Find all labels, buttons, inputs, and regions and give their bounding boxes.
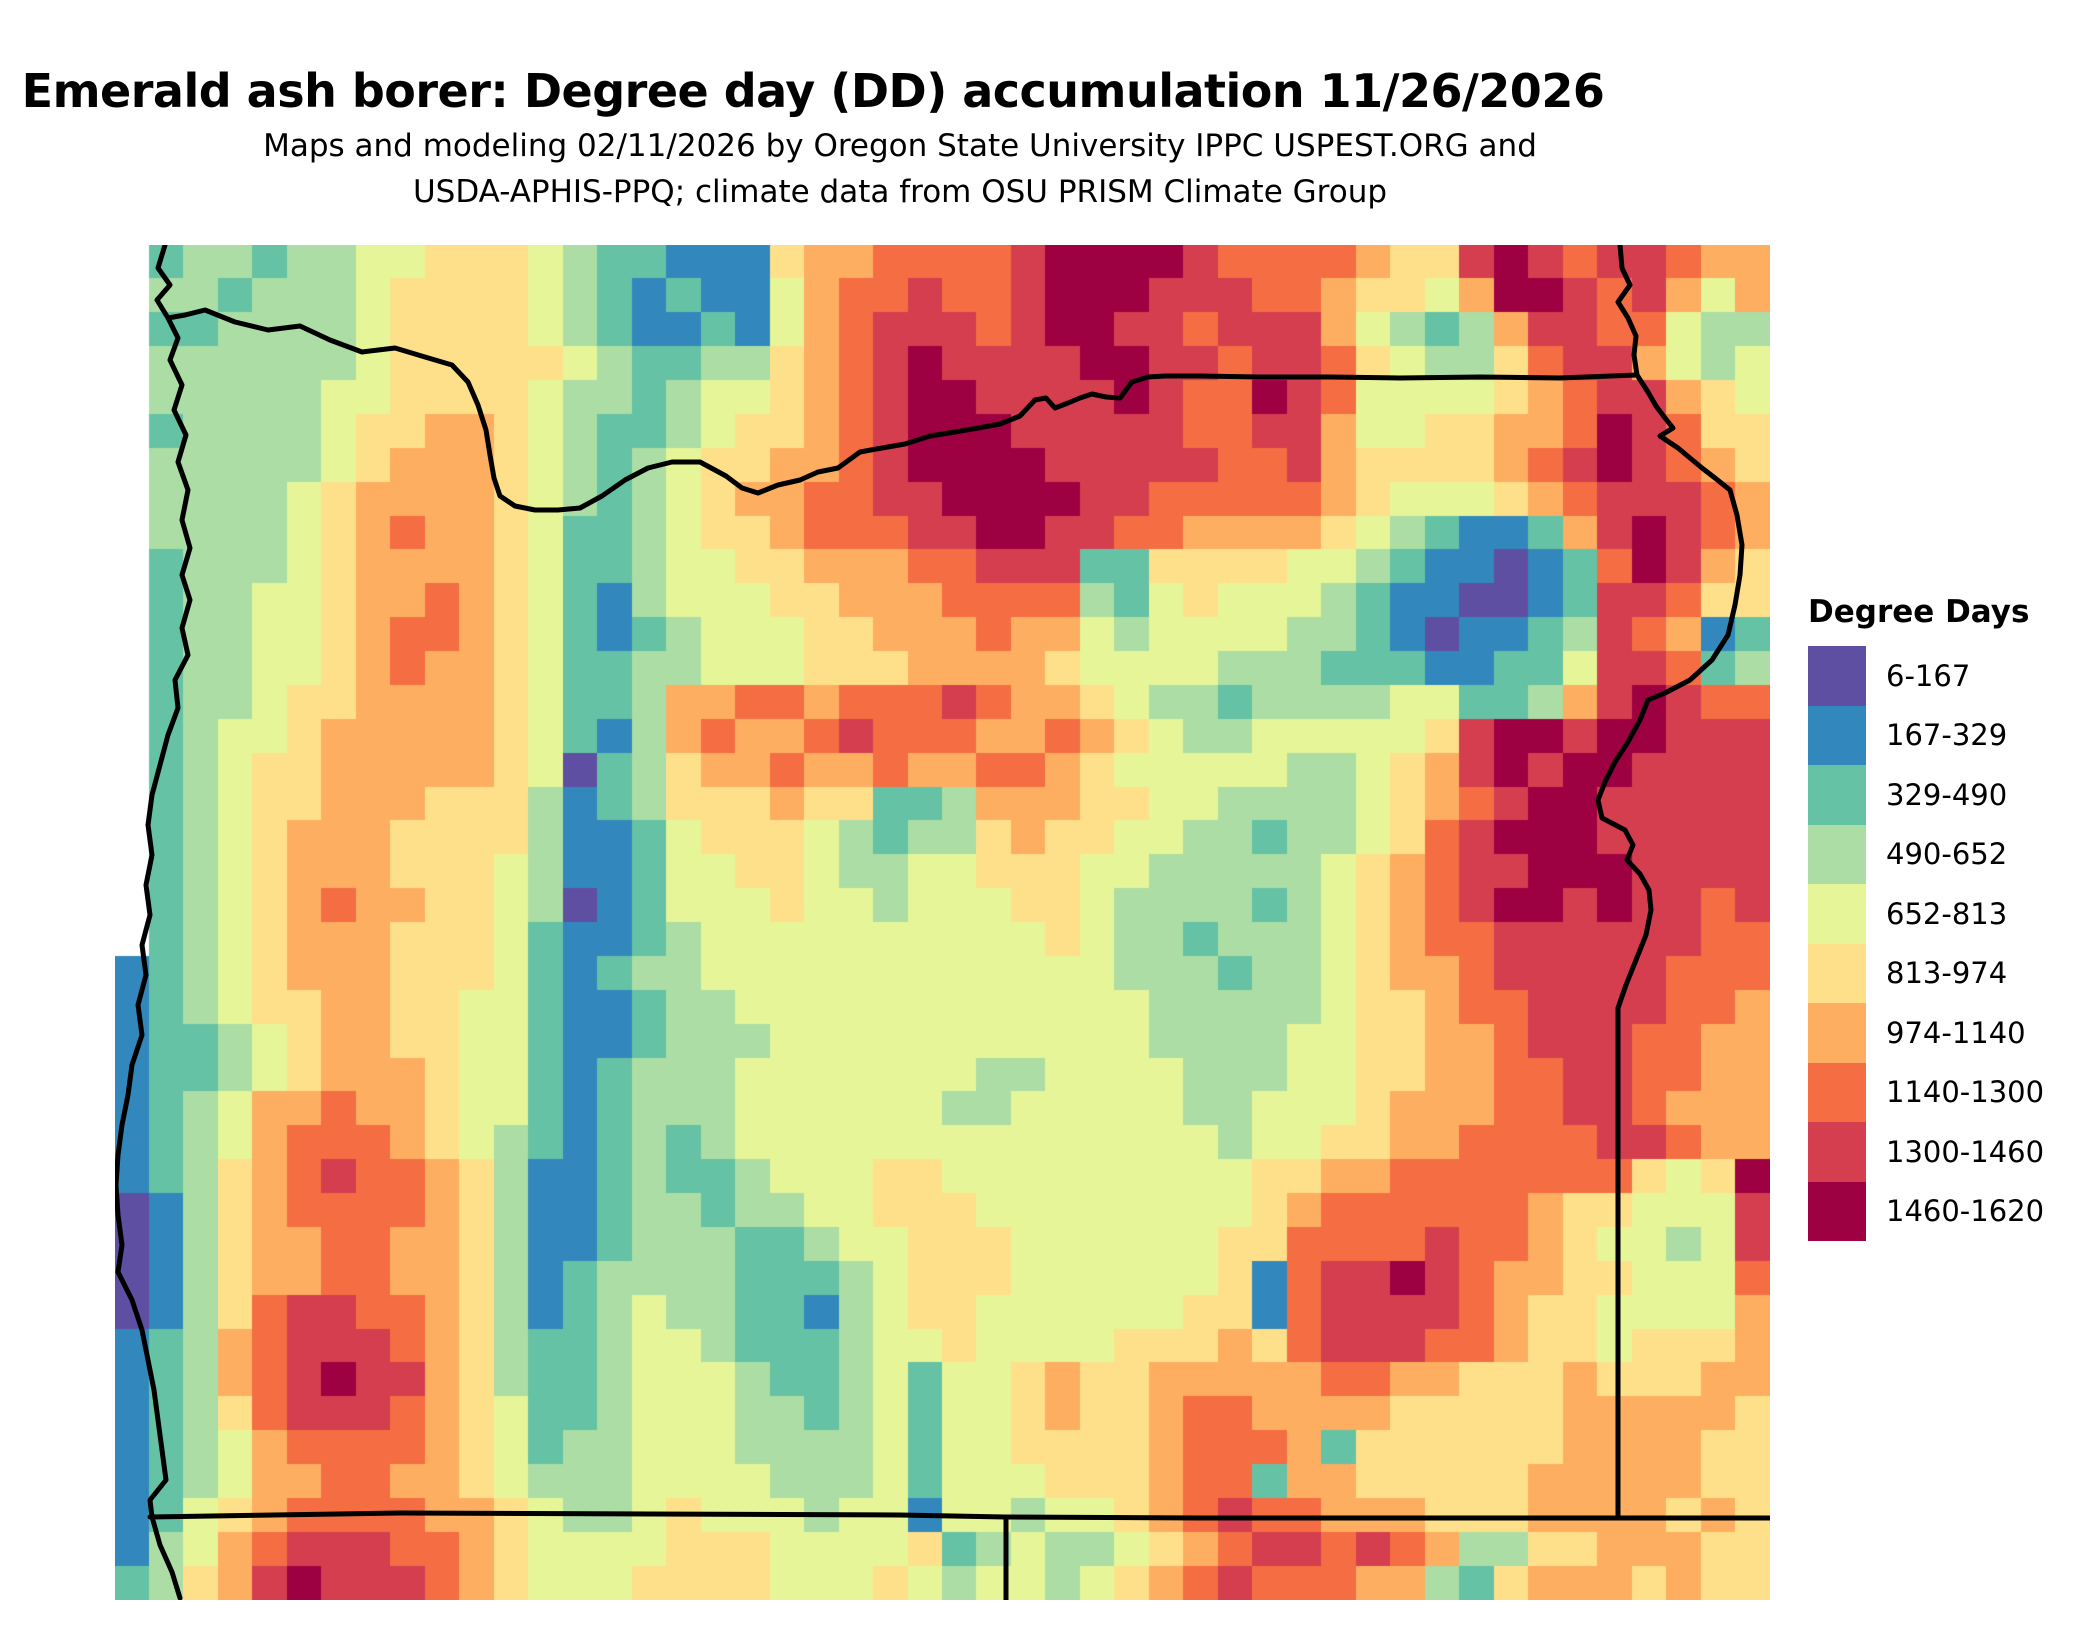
or-ca-nv-border bbox=[147, 1510, 1770, 1521]
legend-label: 1140-1300 bbox=[1886, 1075, 2045, 1110]
state-boundaries-overlay bbox=[115, 245, 1770, 1600]
chart-subtitle-line1: Maps and modeling 02/11/2026 by Oregon S… bbox=[263, 128, 1537, 164]
legend: Degree Days 6-167 167-329 329-490 490-652 65… bbox=[1808, 594, 2098, 1241]
columbia-river-or-wa-border bbox=[165, 307, 1640, 513]
legend-row: 1140-1300 bbox=[1808, 1062, 2098, 1122]
chart-title: Emerald ash borer: Degree day (DD) accum… bbox=[21, 64, 1605, 118]
legend-row: 490-652 bbox=[1808, 824, 2098, 884]
legend-label: 490-652 bbox=[1886, 837, 2008, 872]
legend-swatch bbox=[1808, 646, 1866, 706]
legend-label: 6-167 bbox=[1886, 658, 1971, 693]
legend-swatch bbox=[1808, 765, 1866, 825]
legend-swatch bbox=[1808, 884, 1866, 944]
legend-swatch bbox=[1808, 1003, 1866, 1063]
degree-day-map bbox=[115, 245, 1770, 1600]
legend-row: 167-329 bbox=[1808, 705, 2098, 765]
legend-label: 1460-1620 bbox=[1886, 1194, 2045, 1229]
wa-id-border bbox=[1615, 245, 1640, 378]
legend-swatch bbox=[1808, 1122, 1866, 1182]
snake-river-or-id-border bbox=[1595, 372, 1745, 1520]
legend-label: 329-490 bbox=[1886, 777, 2008, 812]
legend-row: 6-167 bbox=[1808, 646, 2098, 706]
legend-label: 1300-1460 bbox=[1886, 1134, 2045, 1169]
legend-label: 167-329 bbox=[1886, 718, 2008, 753]
legend-row: 1300-1460 bbox=[1808, 1122, 2098, 1182]
legend-row: 813-974 bbox=[1808, 943, 2098, 1003]
legend-swatch bbox=[1808, 1181, 1866, 1241]
legend-row: 974-1140 bbox=[1808, 1003, 2098, 1063]
legend-swatch bbox=[1808, 705, 1866, 765]
degree-day-raster-canvas bbox=[115, 245, 1770, 1600]
legend-row: 329-490 bbox=[1808, 765, 2098, 825]
legend-swatch bbox=[1808, 824, 1866, 884]
legend-rows: 6-167 167-329 329-490 490-652 652-813 813-974… bbox=[1808, 646, 2098, 1241]
legend-label: 652-813 bbox=[1886, 896, 2008, 931]
coastline bbox=[115, 245, 193, 1600]
chart-subtitle-line2: USDA-APHIS-PPQ; climate data from OSU PR… bbox=[412, 174, 1388, 210]
legend-swatch bbox=[1808, 1062, 1866, 1122]
legend-title: Degree Days bbox=[1808, 594, 2030, 630]
legend-row: 652-813 bbox=[1808, 884, 2098, 944]
legend-row: 1460-1620 bbox=[1808, 1181, 2098, 1241]
legend-swatch bbox=[1808, 943, 1866, 1003]
legend-label: 813-974 bbox=[1886, 956, 2008, 991]
legend-label: 974-1140 bbox=[1886, 1015, 2026, 1050]
